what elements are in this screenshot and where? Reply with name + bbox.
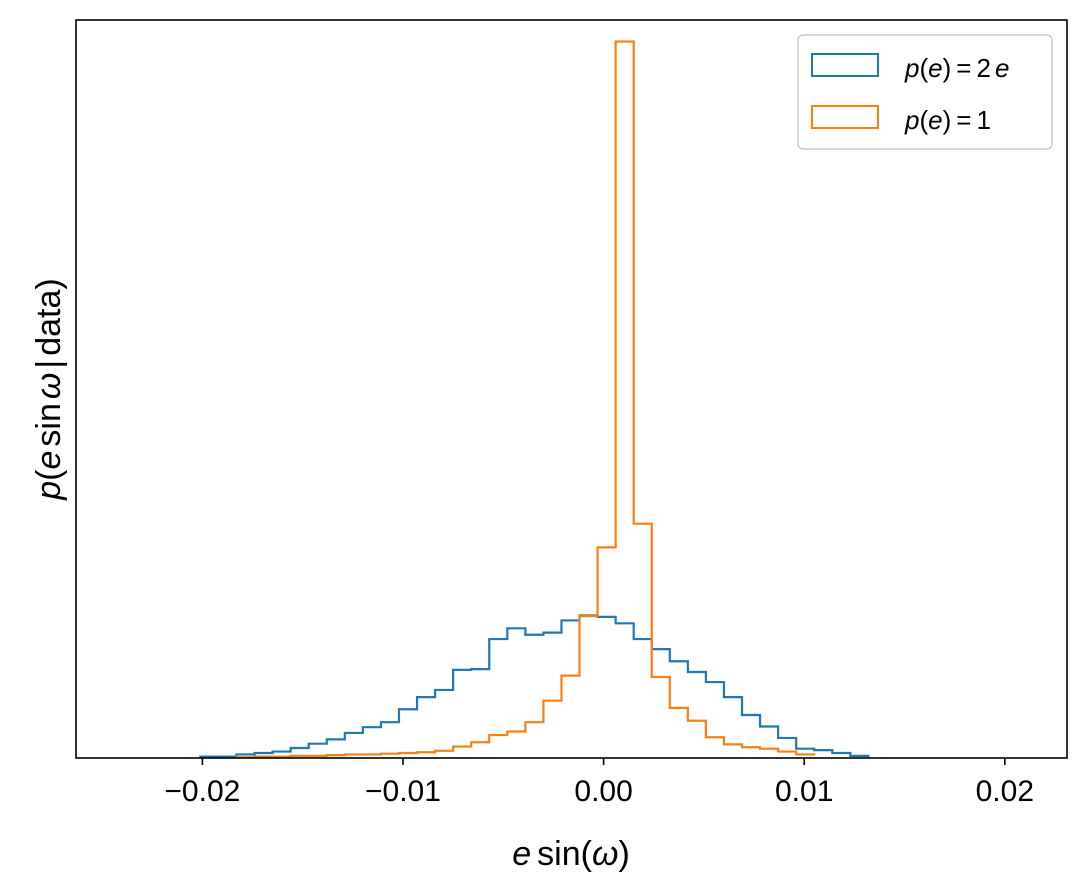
x-axis-label: e sin(ω): [512, 835, 630, 873]
x-tick-label: −0.01: [365, 775, 441, 808]
x-tick-label: 0.01: [775, 775, 833, 808]
legend-swatch-series-1: [811, 53, 879, 77]
legend-label-series-1: p(e) = 2 e: [904, 53, 1009, 83]
x-ticks: −0.02 −0.01 0.00 0.01 0.02: [164, 758, 1034, 808]
x-tick-label: 0.02: [976, 775, 1034, 808]
y-axis-label: p(esinω|data): [30, 278, 68, 500]
legend-box: [797, 34, 1053, 150]
plot-frame: [75, 19, 1068, 759]
histogram-series-2: [235, 40, 816, 759]
legend-label-series-2: p(e) = 1: [904, 105, 991, 135]
legend: p(e) = 2 e p(e) = 1: [797, 34, 1053, 150]
series-layer: [199, 40, 870, 759]
histogram-series-1: [199, 614, 870, 758]
x-tick-label: −0.02: [164, 775, 240, 808]
legend-swatch-series-2: [811, 105, 879, 129]
x-tick-label: 0.00: [574, 775, 632, 808]
